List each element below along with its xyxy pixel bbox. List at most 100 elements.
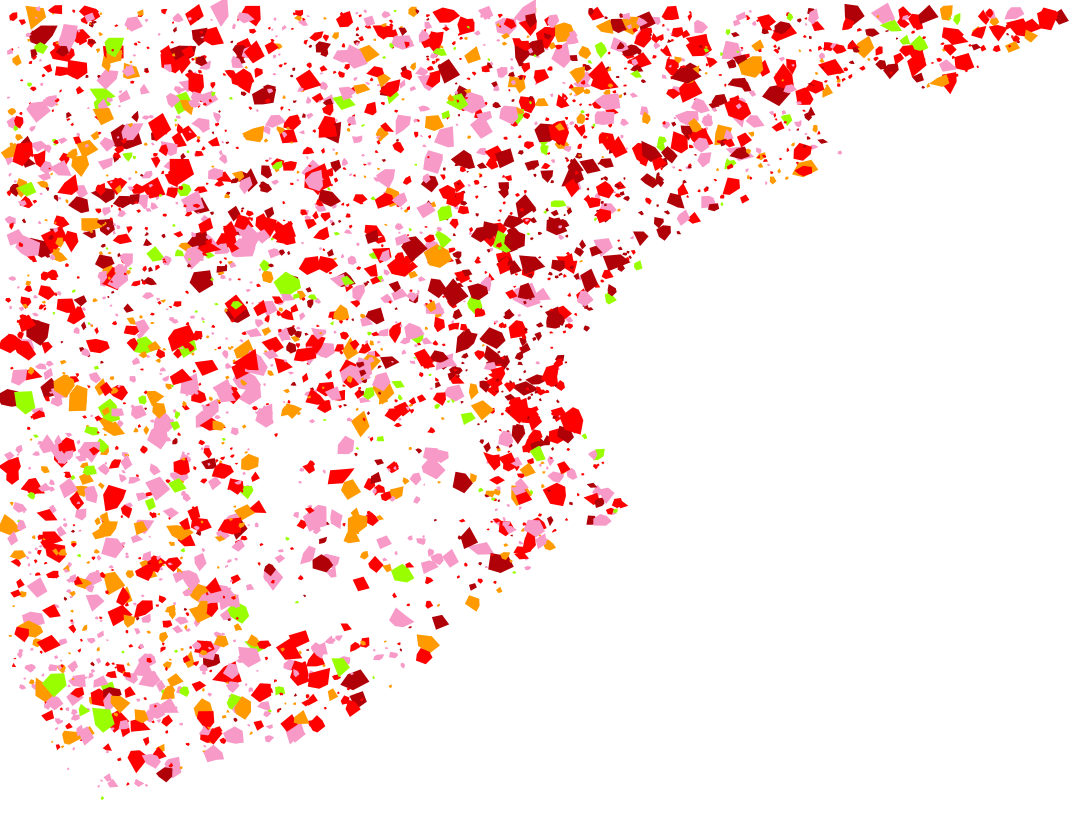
parcel-red	[309, 678, 313, 682]
parcel-red	[379, 79, 401, 98]
parcel-pink	[324, 386, 342, 401]
parcel-red	[843, 67, 849, 72]
parcel-orange	[482, 344, 485, 347]
parcel-orange	[25, 280, 31, 287]
parcel-pink	[103, 773, 112, 782]
parcel-red	[525, 387, 530, 391]
parcel-orange	[380, 22, 387, 28]
parcel-dark-red	[682, 179, 687, 184]
parcel-red	[235, 146, 239, 150]
parcel-red	[726, 162, 734, 170]
parcel-red	[471, 71, 477, 76]
parcel-pink	[69, 679, 74, 684]
parcel-lime	[13, 125, 19, 132]
parcel-dark-red	[580, 268, 599, 294]
parcel-pink	[342, 92, 353, 100]
parcel-red	[79, 688, 84, 693]
parcel-red	[304, 219, 317, 230]
parcel-red	[203, 102, 207, 106]
parcel-dark-red	[531, 168, 536, 170]
parcel-orange	[168, 541, 172, 544]
parcel-pink	[149, 419, 156, 423]
parcel-pink	[343, 229, 353, 234]
parcel-pink	[576, 290, 594, 307]
parcel-lime	[14, 391, 36, 415]
parcel-red	[14, 626, 29, 643]
parcel-orange	[155, 743, 165, 753]
parcel-red	[406, 206, 410, 211]
parcel-red	[249, 28, 257, 34]
parcel-lime	[122, 152, 133, 162]
parcel-orange	[492, 488, 501, 496]
parcel-red	[139, 445, 148, 454]
parcel-pink	[212, 378, 234, 396]
parcel-dark-red	[460, 401, 464, 404]
parcel-pink	[247, 723, 251, 727]
parcel-pink	[78, 726, 94, 746]
parcel-red	[537, 513, 542, 517]
parcel-orange	[179, 766, 183, 770]
parcel-orange	[19, 591, 27, 598]
parcel-orange	[126, 270, 131, 275]
parcel-pink	[54, 718, 63, 725]
parcel-pink	[151, 142, 155, 146]
parcel-pink	[70, 621, 75, 625]
parcel-orange	[163, 685, 176, 695]
parcel-lime	[533, 54, 537, 58]
parcel-dark-red	[661, 146, 678, 164]
parcel-orange	[167, 673, 184, 688]
parcel-dark-red	[374, 459, 384, 466]
parcel-pink	[225, 337, 229, 340]
parcel-orange	[174, 123, 178, 127]
parcel-dark-red	[218, 110, 221, 113]
parcel-red	[290, 662, 311, 686]
parcel-red	[41, 73, 46, 78]
parcel-pink	[173, 86, 183, 95]
parcel-dark-red	[355, 33, 360, 37]
parcel-orange	[360, 640, 366, 646]
parcel-orange	[150, 322, 155, 325]
parcel-red	[12, 662, 17, 668]
parcel-pink	[478, 5, 494, 20]
parcel-red	[617, 239, 620, 242]
parcel-red	[595, 208, 612, 224]
parcel-red	[736, 132, 752, 148]
parcel-red	[356, 266, 361, 270]
parcel-dark-red	[455, 331, 478, 354]
parcel-red	[364, 101, 377, 116]
parcel-pink	[68, 674, 86, 687]
parcel-dark-red	[655, 173, 665, 183]
parcel-dark-red	[552, 415, 557, 420]
parcel-red	[724, 98, 752, 121]
parcel-red	[111, 321, 118, 326]
parcel-dark-red	[774, 21, 792, 37]
parcel-pink	[414, 344, 418, 348]
parcel-dark-red	[553, 313, 565, 326]
parcel-dark-red	[520, 39, 545, 57]
parcel-red	[497, 256, 514, 275]
parcel-dark-red	[45, 187, 50, 192]
parcel-pink	[55, 726, 59, 731]
parcel-pink	[99, 137, 115, 152]
parcel-orange	[388, 684, 392, 689]
parcel-pink	[194, 552, 207, 572]
parcel-orange	[500, 552, 511, 560]
parcel-dark-red	[535, 322, 544, 328]
parcel-dark-red	[671, 121, 677, 127]
parcel-pink	[108, 565, 114, 569]
parcel-red	[426, 14, 430, 18]
parcel-dark-red	[564, 157, 569, 160]
parcel-pink	[434, 126, 454, 148]
parcel-red	[362, 163, 367, 166]
parcel-pink	[145, 476, 171, 501]
parcel-pink	[159, 567, 164, 571]
parcel-pink	[84, 12, 95, 23]
parcel-red	[489, 476, 505, 485]
parcel-dark-red	[579, 158, 601, 174]
parcel-red	[832, 44, 847, 54]
parcel-pink	[498, 430, 514, 447]
parcel-pink	[213, 9, 216, 14]
parcel-red	[30, 415, 34, 419]
parcel-red	[57, 174, 79, 195]
